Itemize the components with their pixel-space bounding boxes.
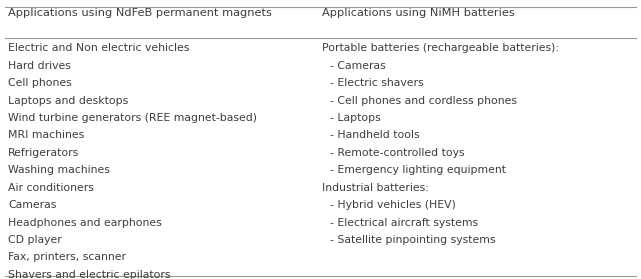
Text: Fax, printers, scanner: Fax, printers, scanner — [8, 252, 126, 263]
Text: - Satellite pinpointing systems: - Satellite pinpointing systems — [330, 235, 495, 245]
Text: Industrial batteries:: Industrial batteries: — [322, 183, 429, 193]
Text: Headphones and earphones: Headphones and earphones — [8, 218, 162, 228]
Text: Cameras: Cameras — [8, 200, 56, 210]
Text: - Handheld tools: - Handheld tools — [330, 131, 420, 140]
Text: CD player: CD player — [8, 235, 62, 245]
Text: - Emergency lighting equipment: - Emergency lighting equipment — [330, 165, 506, 175]
Text: Air conditioners: Air conditioners — [8, 183, 94, 193]
Text: - Electric shavers: - Electric shavers — [330, 78, 424, 88]
Text: Refrigerators: Refrigerators — [8, 148, 79, 158]
Text: - Hybrid vehicles (HEV): - Hybrid vehicles (HEV) — [330, 200, 456, 210]
Text: - Cell phones and cordless phones: - Cell phones and cordless phones — [330, 95, 517, 105]
Text: Wind turbine generators (REE magnet-based): Wind turbine generators (REE magnet-base… — [8, 113, 257, 123]
Text: - Cameras: - Cameras — [330, 61, 386, 71]
Text: Laptops and desktops: Laptops and desktops — [8, 95, 129, 105]
Text: Portable batteries (rechargeable batteries):: Portable batteries (rechargeable batteri… — [322, 43, 560, 53]
Text: - Remote-controlled toys: - Remote-controlled toys — [330, 148, 465, 158]
Text: Applications using NdFeB permanent magnets: Applications using NdFeB permanent magne… — [8, 8, 272, 18]
Text: - Laptops: - Laptops — [330, 113, 381, 123]
Text: Electric and Non electric vehicles: Electric and Non electric vehicles — [8, 43, 190, 53]
Text: Washing machines: Washing machines — [8, 165, 110, 175]
Text: Cell phones: Cell phones — [8, 78, 72, 88]
Text: Hard drives: Hard drives — [8, 61, 71, 71]
Text: Shavers and electric epilators: Shavers and electric epilators — [8, 270, 171, 279]
Text: Applications using NiMH batteries: Applications using NiMH batteries — [322, 8, 515, 18]
Text: MRI machines: MRI machines — [8, 131, 85, 140]
Text: - Electrical aircraft systems: - Electrical aircraft systems — [330, 218, 478, 228]
